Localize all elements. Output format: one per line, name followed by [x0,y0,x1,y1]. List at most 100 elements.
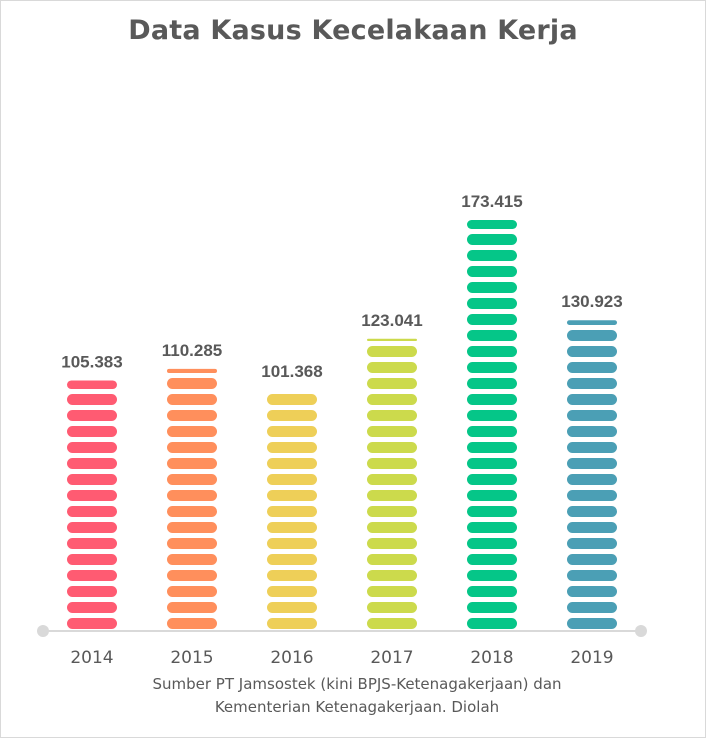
bar-segment [67,458,117,469]
bar-segment [467,346,517,357]
bar-segment [567,378,617,389]
bar-segment [567,602,617,613]
bar-segment [267,586,317,597]
bar-segment [367,362,417,373]
x-axis-end-dot [635,625,647,637]
bar-segment [467,234,517,245]
bar-segment [67,602,117,613]
bar-segment [167,522,217,533]
data-label-2017: 123.041 [361,311,422,330]
bar-segment [467,426,517,437]
bar-segment [467,586,517,597]
bar-segment [167,618,217,629]
bar-segment [67,538,117,549]
source-note: Sumber PT Jamsostek (kini BPJS-Ketenagak… [1,673,705,719]
bar-segment [267,570,317,581]
x-axis-start-dot [37,625,49,637]
bar-segment [467,282,517,293]
bar-segment [367,426,417,437]
bar-segment [567,346,617,357]
bar-segment [467,442,517,453]
x-tick-label-2017: 2017 [370,648,413,668]
bar-segment [467,570,517,581]
bar-segment [67,522,117,533]
bar-segment [367,538,417,549]
x-tick-label-2014: 2014 [70,648,113,668]
bar-segment [367,378,417,389]
bar-segment [367,346,417,357]
bar-segment [567,442,617,453]
bar-segment [367,602,417,613]
bar-segment [467,554,517,565]
source-line-1: Sumber PT Jamsostek (kini BPJS-Ketenagak… [152,675,562,693]
bar-segment [267,458,317,469]
bar-segment [467,522,517,533]
bar-segment [367,522,417,533]
x-tick-label-2019: 2019 [570,648,613,668]
chart-title: Data Kasus Kecelakaan Kerja [128,15,578,46]
bar-segment [567,330,617,341]
bar-segment [567,586,617,597]
bar-segment [467,250,517,261]
bar-segment [367,490,417,501]
data-label-2016: 101.368 [261,362,322,381]
bar-segment [167,410,217,421]
bar-segment [67,380,117,389]
bar-segment [67,506,117,517]
bar-segment [567,362,617,373]
bar-segment [267,554,317,565]
bar-segment [367,506,417,517]
bar-segment [567,554,617,565]
bar-segment [467,394,517,405]
bar-segment [167,394,217,405]
bar-segment [567,426,617,437]
bar-segment [467,602,517,613]
bar-segment [167,506,217,517]
bar-segment [67,394,117,405]
bar-segment [267,442,317,453]
bar-segment [67,618,117,629]
bar-segment [67,410,117,421]
bar-segment [567,522,617,533]
bar-segment [167,490,217,501]
bar-segment [567,474,617,485]
bar-segment [267,506,317,517]
bar-segment [467,410,517,421]
bar-2019 [567,320,617,629]
bar-segment [167,538,217,549]
bar-segment [467,330,517,341]
bar-segment [67,554,117,565]
bar-segment [467,362,517,373]
bar-segment [367,394,417,405]
bar-segment [167,378,217,389]
bar-segment [267,602,317,613]
bar-segment [367,338,417,341]
x-tick-label-2018: 2018 [470,648,513,668]
bar-segment [567,490,617,501]
data-label-2015: 110.285 [162,341,223,360]
bar-segment [467,474,517,485]
bar-segment [467,220,517,229]
x-tick-label-2016: 2016 [270,648,313,668]
bar-segment [567,458,617,469]
bar-segment [367,586,417,597]
bar-segment [267,522,317,533]
bar-segment [167,570,217,581]
bar-segment [67,490,117,501]
bar-segment [167,368,217,373]
bar-segment [467,618,517,629]
bar-segment [67,586,117,597]
bar-segment [167,602,217,613]
bar-segment [67,570,117,581]
bar-segment [367,618,417,629]
bar-segment [467,458,517,469]
bar-segment [367,570,417,581]
bar-segment [567,394,617,405]
bar-segment [267,410,317,421]
bar-segment [67,474,117,485]
bar-segment [567,618,617,629]
bar-segment [267,394,317,405]
bar-segment [67,442,117,453]
